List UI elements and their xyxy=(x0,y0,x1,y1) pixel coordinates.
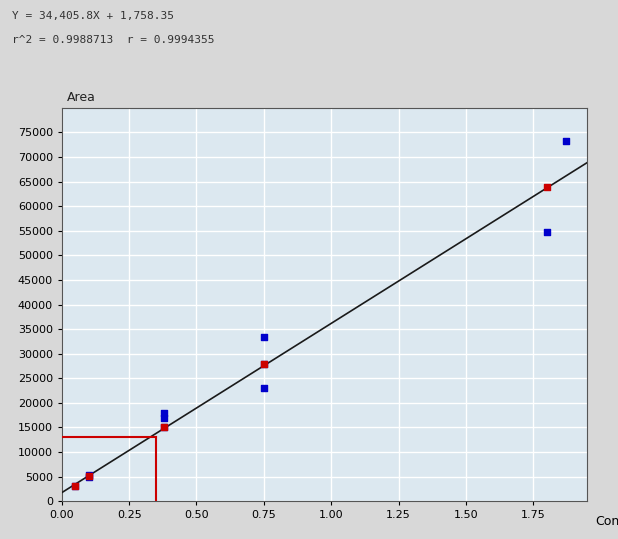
Point xyxy=(84,472,94,480)
Text: r^2 = 0.9988713  r = 0.9994355: r^2 = 0.9988713 r = 0.9994355 xyxy=(12,35,215,45)
Point xyxy=(70,481,80,490)
Point xyxy=(159,423,169,432)
Point xyxy=(259,384,269,392)
X-axis label: Conc.: Conc. xyxy=(596,515,618,528)
Point xyxy=(159,423,169,432)
Text: Area: Area xyxy=(67,91,96,104)
Point xyxy=(159,413,169,422)
Point xyxy=(84,471,94,480)
Point xyxy=(259,332,269,341)
Point xyxy=(542,227,552,236)
Point xyxy=(84,472,94,481)
Point xyxy=(259,359,269,368)
Text: Y = 34,405.8X + 1,758.35: Y = 34,405.8X + 1,758.35 xyxy=(12,11,174,21)
Point xyxy=(542,183,552,192)
Point xyxy=(259,359,269,368)
Point xyxy=(70,481,80,490)
Point xyxy=(561,137,570,146)
Point xyxy=(159,409,169,417)
